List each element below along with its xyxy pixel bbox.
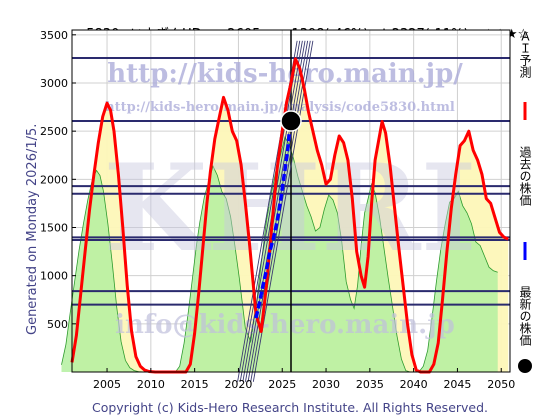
legend-dot bbox=[518, 359, 532, 373]
watermark-url-main: http://kids-hero.main.jp/ bbox=[107, 59, 463, 89]
y-tick-label: 3500 bbox=[40, 29, 68, 42]
watermark-url-page: http://kids-hero.main.jp/analysis/code58… bbox=[105, 100, 455, 115]
watermark-email: info@kids-hero.main.jp bbox=[115, 310, 455, 340]
x-tick-label: 2010 bbox=[137, 378, 165, 391]
trend-line bbox=[245, 40, 306, 382]
forecast-line bbox=[70, 57, 509, 374]
legend-label: 過去の株価 bbox=[518, 146, 532, 206]
price-history-line bbox=[254, 122, 292, 319]
y-tick-label: 2500 bbox=[40, 125, 68, 138]
y-tick-label: 2000 bbox=[40, 173, 68, 186]
x-tick-label: 2025 bbox=[268, 378, 296, 391]
axes: 2005 2010 2015 2020 2025 2030 2035 2040 2045 2050… bbox=[40, 29, 515, 391]
x-tick-label: 2020 bbox=[224, 378, 252, 391]
x-tick-label: 2015 bbox=[181, 378, 209, 391]
x-tick-label: 2030 bbox=[312, 378, 340, 391]
x-tick-label: 2005 bbox=[93, 378, 121, 391]
y-tick-label: 1500 bbox=[40, 221, 68, 234]
latest-price-point bbox=[280, 110, 302, 132]
x-tick-label: 2045 bbox=[443, 378, 471, 391]
chart-foreground bbox=[70, 30, 510, 382]
plot-frame bbox=[71, 29, 511, 373]
legend-label: 最新の株価 bbox=[518, 286, 532, 346]
lower-band-edge bbox=[61, 136, 498, 373]
lower-band bbox=[61, 137, 498, 372]
trend-line bbox=[239, 40, 301, 382]
x-tick-label: 2040 bbox=[400, 378, 428, 391]
x-tick-label: 2050 bbox=[487, 378, 515, 391]
y-tick-label: 500 bbox=[47, 318, 68, 331]
watermark-mark: KHRI bbox=[103, 138, 477, 279]
legend-label: ＡＩ予測 bbox=[518, 30, 532, 79]
y-tick-label: 1000 bbox=[40, 270, 68, 283]
copyright-text: Copyright (c) Kids-Hero Research Institu… bbox=[92, 400, 488, 415]
x-tick-label: 2035 bbox=[356, 378, 384, 391]
y-tick-label: 3000 bbox=[40, 77, 68, 90]
watermark-layer: KHRI http://kids-hero.main.jp/ http://ki… bbox=[103, 59, 477, 340]
generated-date: Generated on Monday 2026/1/5. bbox=[25, 124, 40, 335]
